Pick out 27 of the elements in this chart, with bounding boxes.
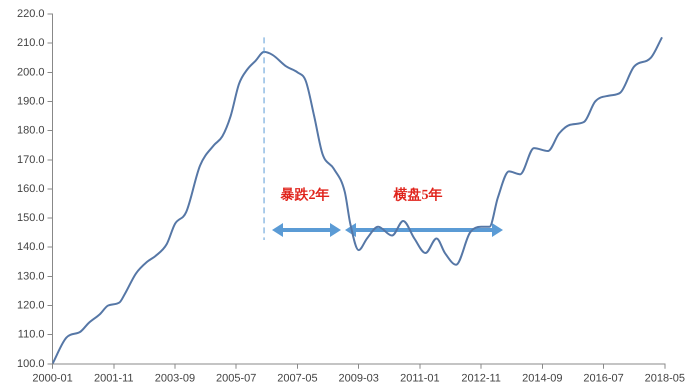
y-tick-label: 180.0 xyxy=(16,124,45,137)
x-tick-label: 2014-09 xyxy=(522,372,563,384)
annotation: 暴跌2年 xyxy=(280,186,330,204)
x-tick-label: 2007-05 xyxy=(277,372,318,384)
x-tick-label: 2001-11 xyxy=(94,372,134,384)
y-tick-label: 190.0 xyxy=(16,95,45,108)
y-tick-label: 170.0 xyxy=(16,154,45,166)
y-tick-label: 200.0 xyxy=(16,66,45,78)
annotation: 横盘5年 xyxy=(394,186,442,204)
y-tick-label: 120.0 xyxy=(16,300,45,312)
y-tick-label: 210.0 xyxy=(16,37,45,50)
x-tick-label: 2012-11 xyxy=(461,372,501,384)
y-tick-label: 110.0 xyxy=(18,328,45,341)
x-tick-label: 2000-01 xyxy=(32,372,73,384)
x-tick-label: 2011-01 xyxy=(400,372,440,384)
x-tick-label: 2009-03 xyxy=(338,372,379,384)
y-tick-label: 140.0 xyxy=(16,241,45,254)
y-tick-label: 150.0 xyxy=(16,212,45,224)
y-tick-label: 130.0 xyxy=(16,270,45,282)
line-series xyxy=(52,36,664,364)
x-tick-label: 2016-07 xyxy=(583,372,624,384)
y-tick-label: 220.0 xyxy=(16,8,45,20)
x-tick-label: 2018-05 xyxy=(644,372,686,384)
y-tick-label: 160.0 xyxy=(16,182,45,195)
y-tick-label: 100.0 xyxy=(16,358,45,370)
x-tick-label: 2003-09 xyxy=(154,372,196,384)
x-tick-label: 2005-07 xyxy=(216,372,256,384)
